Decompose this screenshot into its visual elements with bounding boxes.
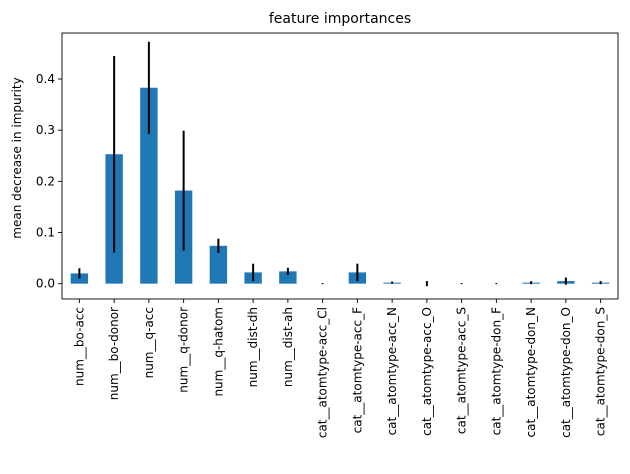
- x-tick-label: num__q-hatom: [211, 307, 225, 397]
- x-tick-label: cat__atomtype-acc_S: [455, 307, 469, 434]
- x-tick-label: cat__atomtype-don_N: [524, 307, 538, 437]
- x-tick-label: num__q-acc: [142, 307, 156, 378]
- y-tick-label: 0.2: [36, 174, 55, 188]
- y-tick-label: 0.0: [36, 277, 55, 291]
- x-tick-label: num__bo-acc: [72, 307, 86, 386]
- x-tick-label: cat__atomtype-don_S: [594, 307, 608, 436]
- y-tick-label: 0.3: [36, 123, 55, 137]
- x-tick-label: cat__atomtype-acc_Cl: [316, 307, 330, 438]
- x-tick-label: num__bo-donor: [107, 307, 121, 400]
- x-tick-label: cat__atomtype-don_O: [559, 307, 573, 438]
- x-axis: num__bo-acc num__bo-donor num__q-acc num__q…: [72, 299, 608, 438]
- x-tick-label: cat__atomtype-acc_F: [350, 307, 364, 433]
- x-tick-label: cat__atomtype-don_F: [489, 307, 503, 435]
- y-tick-label: 0.1: [36, 226, 55, 240]
- y-tick-label: 0.4: [36, 72, 55, 86]
- y-axis-label: mean decrease in impurity: [10, 77, 24, 238]
- bar-num__q-acc: [140, 87, 158, 284]
- x-tick-label: cat__atomtype-acc_O: [420, 307, 434, 436]
- x-tick-label: cat__atomtype-acc_N: [385, 307, 399, 435]
- x-tick-label: num__dist-ah: [281, 307, 295, 387]
- x-tick-label: num__q-donor: [177, 307, 191, 393]
- y-axis: 0.0 0.1 0.2 0.3 0.4: [36, 72, 62, 291]
- error-bars-layer: [78, 41, 602, 287]
- x-tick-label: num__dist-dh: [246, 307, 260, 387]
- chart-title: feature importances: [269, 11, 411, 27]
- bar-num__dist-ah: [279, 271, 297, 284]
- plot-area-frame: [61, 32, 619, 300]
- bar-num__q-hatom: [209, 245, 228, 284]
